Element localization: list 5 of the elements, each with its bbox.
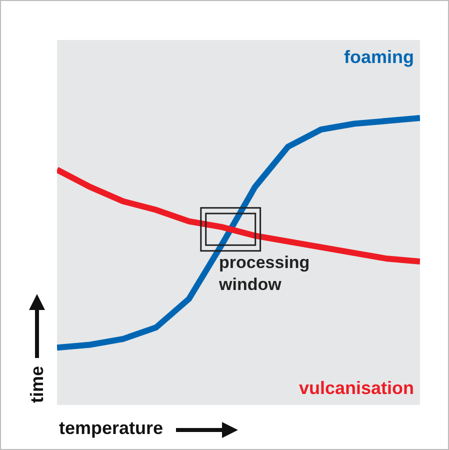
text: foaming <box>344 47 414 67</box>
x-axis-title: temperature <box>59 418 164 438</box>
text: vulcanisation <box>299 378 414 398</box>
annotation: processing window <box>218 253 310 294</box>
y-axis-title: time <box>27 366 48 403</box>
